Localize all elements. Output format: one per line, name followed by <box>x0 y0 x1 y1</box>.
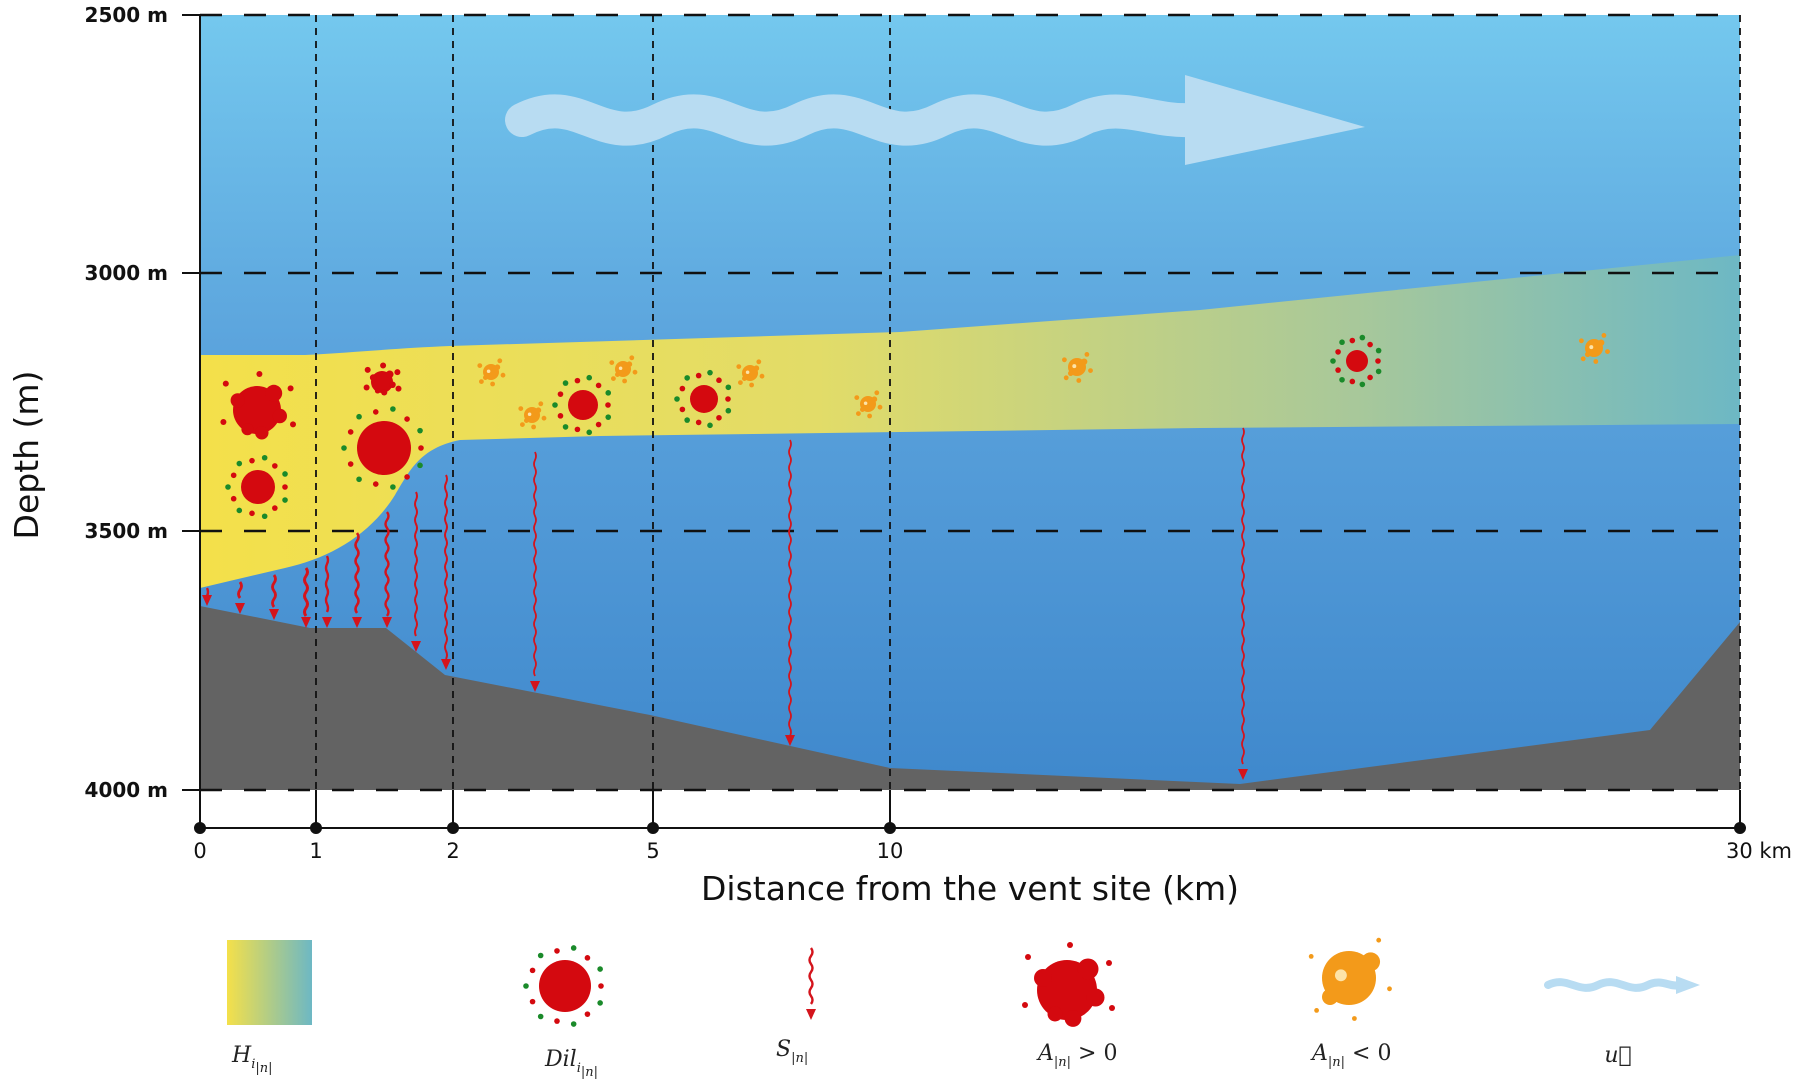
legend-sinking-icon <box>806 947 816 1020</box>
aggregating-particle-2 <box>363 362 402 396</box>
legend-sinking-label: S|n| <box>776 1037 808 1066</box>
distance-tick-1: 1 <box>309 839 322 863</box>
sinking-arrow-8 <box>411 491 421 652</box>
x-axis-title: Distance from the vent site (km) <box>701 869 1239 908</box>
legend-disaggregation-particle <box>1308 937 1392 1021</box>
disaggregating-particle-2 <box>518 401 547 430</box>
legend-disaggregation-icon <box>1308 937 1392 1021</box>
particles <box>220 333 1610 520</box>
disaggregating-particle-5 <box>854 390 883 419</box>
disaggregating-particle-7 <box>1579 333 1610 364</box>
y-axis-ticks <box>182 14 200 791</box>
legend-aggregation-icon <box>1022 942 1115 1027</box>
sinking-arrow-7 <box>382 511 392 628</box>
depth-tick-2500: 2500 m <box>85 3 168 27</box>
depth-grid-lines <box>200 13 1740 792</box>
legend-dilution-label: Dili|n| <box>544 1047 598 1080</box>
disaggregating-particle-6 <box>1062 352 1093 383</box>
distance-tick-10: 10 <box>877 839 904 863</box>
legend-aggregation-label: A|n| > 0 <box>1036 1041 1117 1070</box>
diluting-particle-5 <box>1330 334 1382 388</box>
sinking-arrow-6 <box>352 532 362 628</box>
depth-tick-3000: 3000 m <box>85 261 168 285</box>
sinking-arrow-4 <box>301 567 311 628</box>
sinking-flux-arrows <box>202 427 1248 780</box>
seafloor <box>200 606 1740 790</box>
legend-current-label: u⃗ <box>1604 1043 1631 1068</box>
distance-tick-2: 2 <box>446 839 459 863</box>
y-axis-title: Depth (m) <box>7 371 46 540</box>
diluting-particle-4 <box>674 369 732 429</box>
depth-tick-4000: 4000 m <box>85 778 168 802</box>
sinking-arrow-10 <box>530 451 540 692</box>
sinking-arrow-2 <box>235 581 245 614</box>
legend-dilution-icon <box>523 945 604 1027</box>
sinking-arrow-3 <box>269 574 279 620</box>
legend-aggregation-particle <box>1022 942 1115 1027</box>
legend-current-icon <box>1544 976 1700 994</box>
sinking-arrow-5 <box>322 555 332 628</box>
hydrothermal-plume <box>200 255 1740 588</box>
legend-sinking-arrow <box>806 947 816 1020</box>
distance-tick-30: 30 km <box>1726 839 1792 863</box>
disaggregating-particle-1 <box>477 358 506 387</box>
legend-hydrothermal-swatch <box>227 940 312 1025</box>
sinking-arrow-1 <box>202 587 212 606</box>
disaggregating-particle-4 <box>736 359 765 388</box>
sinking-arrow-9 <box>441 474 451 670</box>
legend-hydrothermal-label: Hi|n| <box>231 1043 273 1076</box>
x-axis-ticks <box>194 790 1746 834</box>
sinking-arrow-11 <box>785 439 795 746</box>
diluting-particle-3 <box>552 374 612 436</box>
legend-disaggregation-label: A|n| < 0 <box>1310 1041 1391 1070</box>
diluting-particle-2 <box>341 406 424 490</box>
disaggregating-particle-3 <box>609 355 638 384</box>
distance-tick-5: 5 <box>646 839 659 863</box>
distance-tick-0: 0 <box>193 839 206 863</box>
depth-tick-3500: 3500 m <box>85 519 168 543</box>
diluting-particle-1 <box>225 454 288 520</box>
aggregating-particle-1 <box>220 371 296 440</box>
legend: Hi|n| Dili|n| S|n| A|n| > 0 A|n| < 0 u⃗ <box>227 937 1700 1080</box>
legend-dilution-particle <box>523 945 604 1027</box>
current-arrow <box>505 75 1365 165</box>
sinking-arrow-12 <box>1238 427 1248 780</box>
